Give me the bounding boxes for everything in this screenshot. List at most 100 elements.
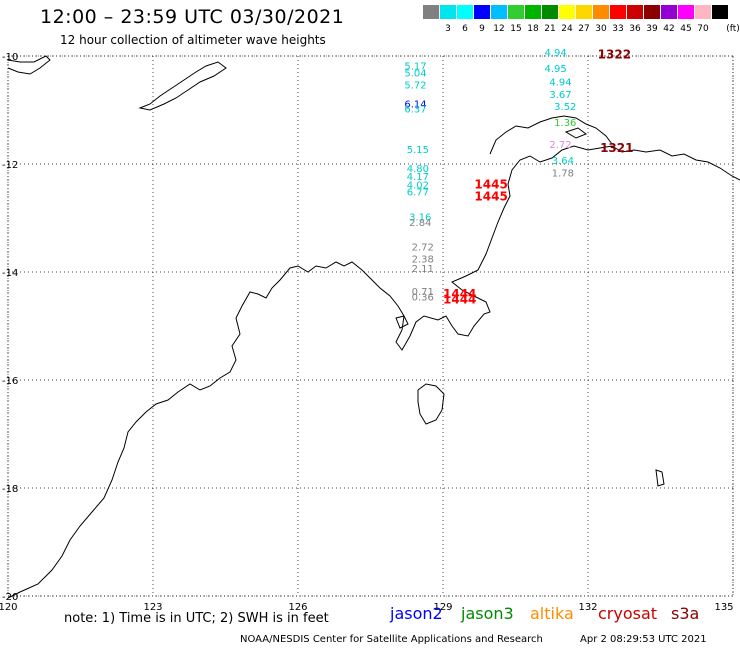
wave-height-label: 6.37 xyxy=(404,105,426,116)
wave-height-label: 4.80 xyxy=(407,164,429,175)
wave-height-label: 3.64 xyxy=(552,156,574,167)
lat-tick-label: -14 xyxy=(2,268,18,279)
scale-swatch xyxy=(559,5,575,19)
lon-tick-label: 135 xyxy=(714,602,733,613)
island-timor-east xyxy=(138,61,227,111)
wave-height-label: 2.72 xyxy=(549,140,571,151)
lat-tick-label: -20 xyxy=(2,592,18,603)
map-subtitle: 12 hour collection of altimeter wave hei… xyxy=(60,33,326,47)
wave-height-label: 3.67 xyxy=(549,90,571,101)
pass-time-label: 1321 xyxy=(600,141,633,155)
scale-swatch xyxy=(525,5,541,19)
lon-tick-label: 120 xyxy=(0,602,18,613)
scale-label: 21 xyxy=(544,24,556,34)
wave-height-label: 2.84 xyxy=(409,218,431,229)
pass-time-label: 1444 xyxy=(443,292,476,306)
wave-height-label: 6.77 xyxy=(407,187,429,198)
credit-text: NOAA/NESDIS Center for Satellite Applica… xyxy=(240,634,543,645)
coastline-mainland xyxy=(7,145,740,599)
scale-label: 24 xyxy=(561,24,573,34)
island-bathurst xyxy=(417,383,445,425)
wave-height-label: 2.38 xyxy=(412,254,434,265)
scale-swatch xyxy=(474,5,490,19)
generation-timestamp: Apr 2 08:29:53 UTC 2021 xyxy=(580,634,707,645)
wave-height-label: 6.14 xyxy=(404,99,426,110)
scale-swatch xyxy=(644,5,660,19)
lat-tick-label: -16 xyxy=(2,376,18,387)
lon-tick-label: 132 xyxy=(578,602,597,613)
lon-tick-label: 126 xyxy=(288,602,307,613)
scale-label: 70 xyxy=(697,24,709,34)
island-timor-west xyxy=(7,55,51,75)
scale-swatch xyxy=(491,5,507,19)
coastline xyxy=(7,55,740,599)
lat-tick-label: -12 xyxy=(2,160,18,171)
wave-height-label: 4.94 xyxy=(549,78,571,89)
wave-height-label: 4.95 xyxy=(545,64,567,75)
wave-height-label: 4.94 xyxy=(545,48,567,59)
wave-height-label: 4.02 xyxy=(407,180,429,191)
scale-label: 39 xyxy=(646,24,658,34)
scale-swatch xyxy=(542,5,558,19)
scale-swatch xyxy=(610,5,626,19)
coastline-arnhem-north xyxy=(489,115,613,155)
satellite-cryosat: cryosat xyxy=(598,604,658,623)
lon-tick-label: 123 xyxy=(143,602,162,613)
scale-label: 30 xyxy=(595,24,607,34)
map-frame xyxy=(7,55,734,597)
wave-height-label: 2.11 xyxy=(412,264,434,275)
scale-swatch xyxy=(695,5,711,19)
wave-height-label: 5.15 xyxy=(407,145,429,156)
wave-height-label: 3.52 xyxy=(554,102,576,113)
scale-swatch xyxy=(576,5,592,19)
scale-swatch xyxy=(661,5,677,19)
footnote: note: 1) Time is in UTC; 2) SWH is in fe… xyxy=(64,611,329,626)
scale-label: 45 xyxy=(680,24,692,34)
scale-label: 42 xyxy=(663,24,675,34)
scale-label: 36 xyxy=(629,24,641,34)
scale-label: 12 xyxy=(493,24,505,34)
satellite-jason3: jason3 xyxy=(461,604,514,623)
wave-height-label: 2.72 xyxy=(412,242,434,253)
scale-unit-label: (ft) xyxy=(726,24,740,34)
scale-label: 6 xyxy=(462,24,468,34)
pass-time-label: 1322 xyxy=(598,48,631,62)
observation-labels: 5.175.045.72 6.146.37 5.15 4.804.174.026.77… xyxy=(404,48,633,307)
scale-swatch xyxy=(627,5,643,19)
satellite-jason2: jason2 xyxy=(390,604,443,623)
scale-swatch xyxy=(440,5,456,19)
scale-swatch xyxy=(508,5,524,19)
scale-label: 18 xyxy=(527,24,539,34)
wave-height-label: 5.04 xyxy=(404,69,426,80)
wave-height-label: 3.16 xyxy=(409,213,431,224)
lon-tick-label: 129 xyxy=(433,602,452,613)
wave-height-label: 1.36 xyxy=(554,118,576,129)
lat-tick-label: -18 xyxy=(2,484,18,495)
pass-time-label: 1445 xyxy=(474,190,507,204)
pass-time-label: 1445 xyxy=(474,177,507,191)
wave-height-label: 5.72 xyxy=(404,80,426,91)
scale-swatch xyxy=(712,5,728,19)
map-title: 12:00 – 23:59 UTC 03/30/2021 xyxy=(40,6,345,28)
scale-label: 33 xyxy=(612,24,624,34)
wave-height-label: 0.71 xyxy=(412,287,434,298)
island-small-2 xyxy=(655,469,665,487)
scale-label: 9 xyxy=(479,24,485,34)
scale-swatch xyxy=(678,5,694,19)
wave-height-label: 0.36 xyxy=(412,293,434,304)
scale-label: 3 xyxy=(445,24,451,34)
scale-swatch xyxy=(423,5,439,19)
scale-swatch xyxy=(593,5,609,19)
satellite-altika: altika xyxy=(530,604,574,623)
island-small-1 xyxy=(564,127,588,139)
lat-tick-label: -10 xyxy=(2,52,18,63)
wave-height-label: 1.78 xyxy=(552,168,574,179)
wave-height-label: 5.17 xyxy=(404,62,426,73)
pass-time-label: 1444 xyxy=(443,287,476,301)
wave-height-label: 4.17 xyxy=(407,172,429,183)
satellite-s3a: s3a xyxy=(671,604,700,623)
scale-label: 15 xyxy=(510,24,522,34)
scale-swatch xyxy=(457,5,473,19)
